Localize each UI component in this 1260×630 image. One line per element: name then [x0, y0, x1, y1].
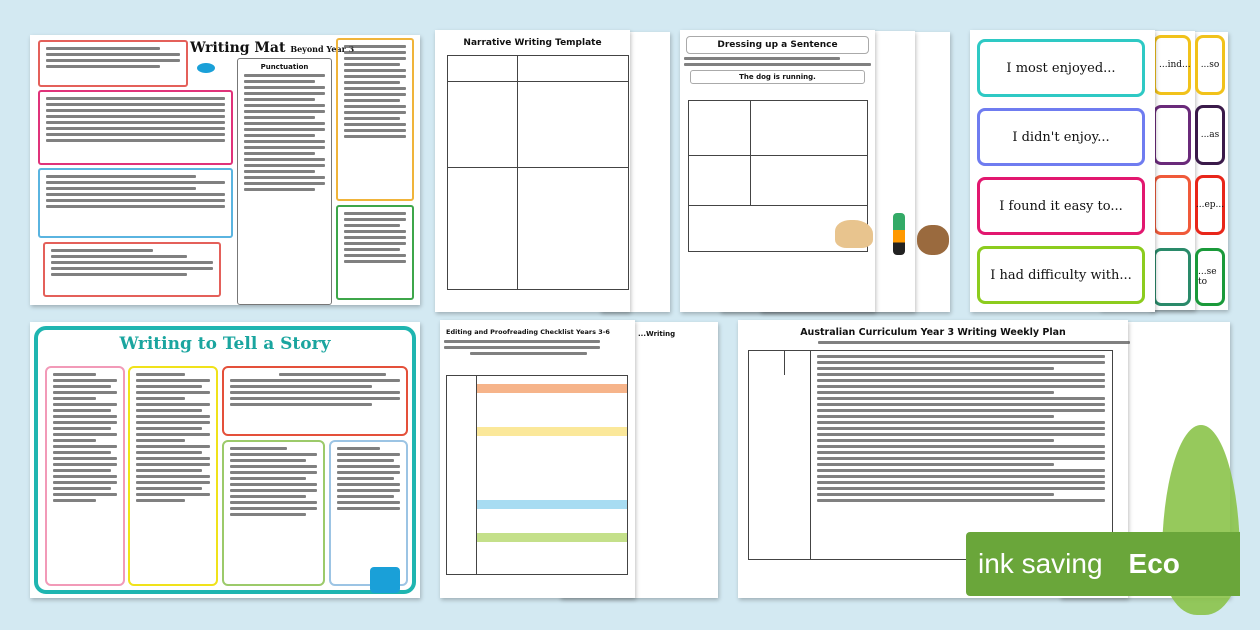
- bear-illustration: [917, 225, 949, 255]
- plan-title: Australian Curriculum Year 3 Writing Wee…: [800, 327, 1066, 338]
- grid-line: [688, 205, 868, 206]
- editing-sheet: Editing and Proofreading Checklist Years…: [440, 320, 635, 598]
- clauses-box: [43, 242, 221, 297]
- back-card: [1153, 105, 1191, 165]
- speech-box: [38, 40, 188, 87]
- grid-line: [447, 167, 629, 168]
- grid-line: [447, 81, 629, 82]
- speech-box: [222, 366, 408, 436]
- dressing-prompt: The dog is running.: [690, 70, 865, 84]
- back-card: ...ep...: [1195, 175, 1225, 235]
- grid-line: [784, 350, 785, 375]
- card-didnt-enjoy: I didn't enjoy...: [977, 108, 1145, 166]
- descriptive-language-box: [128, 366, 218, 586]
- writing-mat-sheet: Writing Mat Beyond Year 3 Punctuation: [30, 35, 420, 305]
- back-card: ...se to: [1195, 248, 1225, 306]
- story-frame: [34, 326, 416, 594]
- logo-icon: [197, 63, 215, 73]
- card-found-easy: I found it easy to...: [977, 177, 1145, 235]
- eco-label: Eco: [1128, 548, 1180, 579]
- dressing-sheet: Dressing up a Sentence The dog is runnin…: [680, 30, 875, 312]
- dressing-grid: [688, 100, 868, 252]
- punctuation-header: Punctuation: [260, 63, 309, 71]
- back-card: [1153, 248, 1191, 306]
- card-most-enjoyed: I most enjoyed...: [977, 39, 1145, 97]
- plan-content: [813, 352, 1109, 505]
- homophones-box: [38, 168, 233, 238]
- back-card: ...so: [1195, 35, 1225, 95]
- word-table: [38, 90, 233, 165]
- editing-back-title: ...Writing: [638, 330, 676, 338]
- story-title: Writing to Tell a Story: [119, 334, 331, 354]
- plan-sheet: Australian Curriculum Year 3 Writing Wee…: [738, 320, 1130, 598]
- checklist-section-green: [477, 533, 627, 542]
- checklist-section-blue: [477, 500, 627, 509]
- dog-illustration: [835, 220, 873, 248]
- checklist-table: [446, 375, 628, 575]
- narrative-title: Narrative Writing Template: [463, 38, 602, 48]
- logo-icon: [370, 567, 400, 593]
- plan-table: [748, 350, 1113, 560]
- writing-mat-title: Writing Mat Beyond Year 3: [190, 40, 355, 56]
- unicycle-illustration: [893, 213, 905, 255]
- back-card: [1153, 175, 1191, 235]
- back-card: ...as: [1195, 105, 1225, 165]
- checklist-section-yellow: [477, 427, 627, 436]
- grid-line: [688, 155, 868, 156]
- remember-box: [329, 440, 408, 586]
- card-had-difficulty: I had difficulty with...: [977, 246, 1145, 304]
- character-feelings-box: [222, 440, 325, 586]
- dressing-title: Dressing up a Sentence: [686, 36, 869, 54]
- grid-line: [810, 350, 811, 560]
- structure-box: [45, 366, 125, 586]
- prefix-box: [336, 38, 414, 201]
- grid-line: [750, 100, 751, 205]
- grid-line: [517, 55, 518, 290]
- narrative-grid: [447, 55, 629, 290]
- narrative-sheet: Narrative Writing Template: [435, 30, 630, 312]
- back-card: ...ind...: [1153, 35, 1191, 95]
- story-sheet: Writing to Tell a Story: [30, 322, 420, 598]
- ink-saving-label: ink saving: [978, 548, 1103, 579]
- punctuation-table: Punctuation: [237, 58, 332, 305]
- pronouns-box: [336, 205, 414, 300]
- checklist-section-orange: [477, 384, 627, 393]
- eco-badge: ink saving Eco: [966, 532, 1240, 596]
- grid-line: [476, 375, 477, 575]
- editing-title: Editing and Proofreading Checklist Years…: [446, 328, 610, 336]
